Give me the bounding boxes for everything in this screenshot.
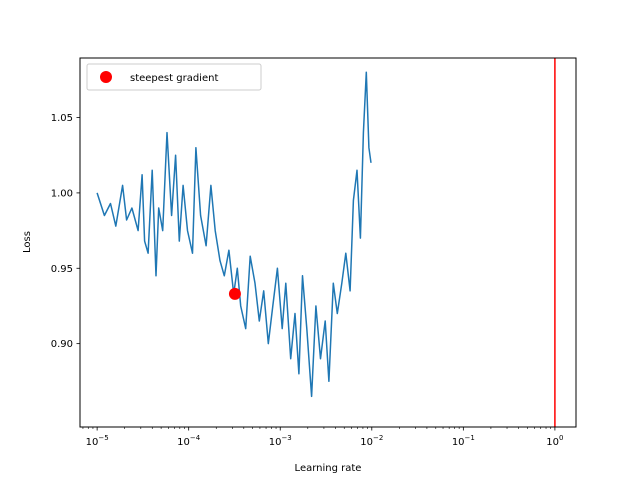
legend-marker-icon xyxy=(100,71,112,83)
x-tick-label: 10−3 xyxy=(269,434,292,448)
x-axis-label: Learning rate xyxy=(295,463,362,474)
x-tick-label: 10−5 xyxy=(86,434,109,448)
legend-label: steepest gradient xyxy=(130,73,218,84)
axes-frame xyxy=(79,57,577,428)
y-tick-label: 0.95 xyxy=(51,264,73,275)
legend: steepest gradient xyxy=(86,63,262,91)
y-tick-label: 0.90 xyxy=(51,339,73,350)
legend-box xyxy=(86,63,262,91)
x-tick-label: 10−1 xyxy=(452,434,475,448)
x-tick-label: 10−2 xyxy=(360,434,383,448)
loss-series-line xyxy=(96,71,372,398)
y-axis-label: Loss xyxy=(22,231,33,253)
x-tick-label: 10−4 xyxy=(177,434,201,448)
y-tick-label: 1.00 xyxy=(51,188,73,199)
steepest-gradient-point xyxy=(228,287,241,300)
y-tick-label: 1.05 xyxy=(51,113,73,124)
x-tick-label: 100 xyxy=(546,434,563,448)
